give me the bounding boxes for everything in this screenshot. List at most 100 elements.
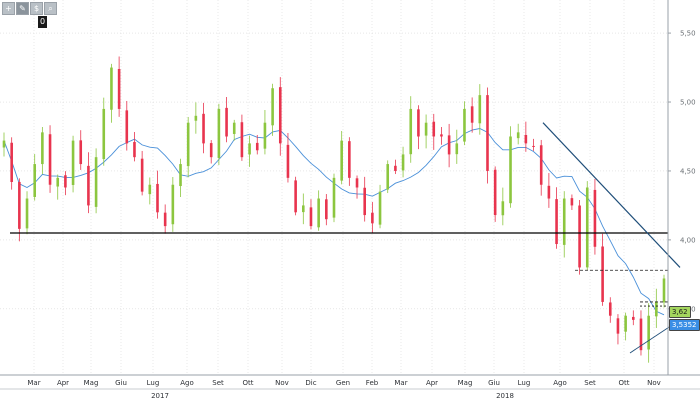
chart-toolbar: + ✎ $ ⌕ bbox=[2, 2, 58, 15]
candle-down bbox=[616, 318, 620, 334]
candle-down bbox=[294, 180, 297, 213]
candle-up bbox=[102, 108, 106, 160]
candle-down bbox=[133, 141, 136, 158]
candle-down bbox=[87, 165, 90, 206]
downtrend-line bbox=[542, 122, 681, 268]
candle-up bbox=[378, 191, 382, 225]
dollar-icon[interactable]: $ bbox=[30, 2, 43, 15]
candle-down bbox=[10, 142, 13, 182]
zoom-icon[interactable]: ⌕ bbox=[44, 2, 57, 15]
candle-down bbox=[117, 68, 121, 109]
y-tick-label: 5,00 bbox=[680, 99, 696, 107]
candle-up bbox=[232, 122, 236, 134]
candle-up bbox=[340, 140, 343, 181]
candle-up bbox=[41, 132, 44, 165]
trend-annotations bbox=[10, 122, 681, 354]
candle-down bbox=[79, 140, 83, 165]
candle-down bbox=[309, 207, 313, 227]
x-tick-label: Mag bbox=[458, 379, 473, 387]
candle-down bbox=[432, 121, 436, 137]
x-tick-label: Nov bbox=[275, 379, 289, 387]
x-tick-label: Ott bbox=[619, 379, 630, 387]
candle-up bbox=[647, 315, 650, 350]
x-tick-label: Mar bbox=[394, 379, 407, 387]
candle-down bbox=[64, 175, 67, 188]
candle-down bbox=[493, 169, 497, 216]
x-tick-label: Feb bbox=[366, 379, 379, 387]
candle-up bbox=[25, 198, 29, 229]
candle-down bbox=[539, 145, 543, 185]
x-tick-label: Mar bbox=[27, 379, 40, 387]
candle-up bbox=[585, 187, 589, 268]
candle-down bbox=[202, 113, 205, 144]
candle-up bbox=[248, 143, 251, 155]
candle-down bbox=[371, 212, 374, 224]
candle-up bbox=[179, 164, 182, 187]
x-tick-label: Set bbox=[584, 379, 596, 387]
candle-up bbox=[94, 157, 98, 207]
candle-down bbox=[593, 189, 597, 247]
candle-up bbox=[2, 140, 6, 148]
y-tick-label: 5,50 bbox=[680, 30, 696, 38]
candle-down bbox=[48, 134, 52, 185]
candle-up bbox=[501, 201, 505, 216]
candle-down bbox=[417, 109, 420, 137]
candle-up bbox=[71, 140, 75, 185]
candle-down bbox=[325, 199, 328, 220]
candle-down bbox=[601, 246, 604, 302]
candle-down bbox=[639, 318, 643, 351]
y-tick-label: 4,50 bbox=[680, 167, 696, 175]
moving-average-tag: 3,5352 bbox=[669, 319, 700, 331]
candle-down bbox=[447, 135, 451, 155]
plus-icon[interactable]: + bbox=[2, 2, 15, 15]
candle-down bbox=[578, 205, 581, 268]
x-tick-label: Set bbox=[212, 379, 224, 387]
x-tick-label: Lug bbox=[518, 379, 531, 387]
candle-up bbox=[56, 177, 60, 187]
candle-up bbox=[409, 108, 413, 155]
candle-up bbox=[463, 108, 466, 142]
candle-up bbox=[478, 95, 482, 124]
candle-down bbox=[608, 302, 612, 316]
x-year-label: 2018 bbox=[496, 392, 514, 400]
candle-up bbox=[171, 184, 175, 225]
counter-badge: 0 bbox=[38, 16, 47, 28]
candle-up bbox=[217, 108, 221, 158]
candle-up bbox=[401, 154, 405, 171]
candle-down bbox=[363, 187, 366, 216]
candle-up bbox=[332, 177, 336, 218]
candle-down bbox=[209, 143, 213, 158]
x-tick-label: Giu bbox=[115, 379, 127, 387]
candle-up bbox=[263, 122, 267, 149]
candle-up bbox=[516, 132, 520, 139]
x-tick-label: Gen bbox=[336, 379, 350, 387]
y-tick-label: 4,00 bbox=[680, 236, 696, 244]
candle-down bbox=[240, 122, 244, 158]
candle-up bbox=[624, 315, 627, 332]
candle-up bbox=[424, 122, 428, 136]
x-tick-label: Mag bbox=[84, 379, 99, 387]
candle-down bbox=[486, 95, 489, 171]
candle-down bbox=[632, 316, 635, 320]
candle-down bbox=[278, 87, 282, 144]
candle-up bbox=[386, 164, 390, 190]
candle-up bbox=[271, 88, 274, 126]
candle-down bbox=[163, 212, 167, 227]
candle-down bbox=[555, 199, 558, 245]
pencil-icon[interactable]: ✎ bbox=[16, 2, 29, 15]
axes bbox=[0, 0, 700, 390]
candle-down bbox=[156, 183, 159, 213]
candle-down bbox=[348, 141, 351, 178]
current-price-tag: 3,62 bbox=[669, 306, 691, 318]
x-tick-label: Ago bbox=[180, 379, 194, 387]
candle-up bbox=[110, 67, 113, 110]
candle-down bbox=[355, 178, 359, 188]
x-year-label: 2017 bbox=[151, 392, 169, 400]
candle-down bbox=[140, 158, 144, 192]
candle-up bbox=[562, 198, 566, 245]
x-tick-label: Giu bbox=[488, 379, 500, 387]
candle-up bbox=[662, 278, 666, 303]
candle-down bbox=[524, 134, 528, 144]
candle-down bbox=[547, 185, 551, 199]
